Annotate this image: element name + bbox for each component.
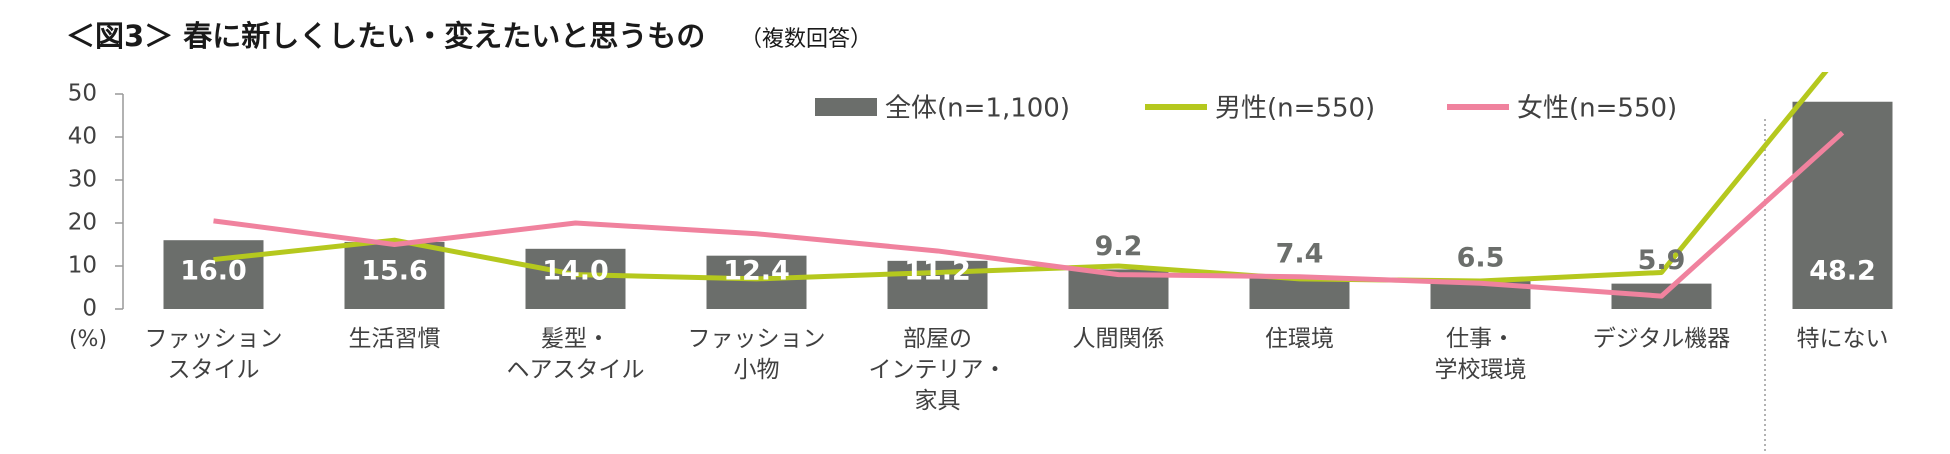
bar — [1792, 101, 1893, 310]
value-label: 14.0 — [542, 256, 609, 287]
y-tick-label: 40 — [68, 124, 97, 150]
x-tick-label: 生活習慣 — [348, 326, 441, 352]
value-label: 12.4 — [723, 256, 790, 287]
y-tick-label: 0 — [82, 296, 97, 322]
bar — [344, 241, 445, 309]
legend-label: 全体(n=1,100) — [885, 94, 1070, 124]
value-label: 7.4 — [1276, 239, 1324, 270]
bar — [525, 248, 626, 309]
value-label: 6.5 — [1457, 243, 1505, 274]
legend-swatch — [815, 98, 877, 116]
line — [213, 72, 1829, 284]
x-tick-label: デジタル機器 — [1592, 326, 1731, 352]
x-tick-label: ファッション スタイル — [144, 326, 283, 383]
y-tick-label: 10 — [68, 253, 97, 279]
x-tick-label: 人間関係 — [1072, 326, 1165, 352]
chart-subtitle: （複数回答） — [740, 27, 872, 52]
line-group — [213, 130, 1845, 299]
bar — [1249, 277, 1350, 309]
legend-label: 男性(n=550) — [1215, 94, 1375, 124]
y-tick-label: 50 — [68, 81, 97, 107]
line-group — [213, 72, 1829, 284]
x-tick-label: 仕事・ 学校環境 — [1434, 326, 1527, 383]
x-tick-label: 髪型・ ヘアスタイル — [506, 326, 645, 383]
x-tick-label: 住環境 — [1265, 326, 1334, 352]
value-label: 9.2 — [1095, 231, 1143, 262]
legend-label: 女性(n=550) — [1517, 94, 1677, 124]
value-label: 11.2 — [904, 256, 971, 287]
bar — [706, 255, 807, 309]
x-tick-label: 特にない — [1796, 326, 1889, 352]
y-unit-label: (%) — [69, 327, 107, 352]
chart-title: ＜図3＞ 春に新しくしたい・変えたいと思うもの — [66, 19, 705, 53]
y-tick-label: 20 — [68, 210, 97, 236]
value-label: 16.0 — [180, 256, 247, 287]
value-label: 15.6 — [361, 256, 428, 287]
x-tick-label: ファッション 小物 — [687, 326, 826, 383]
bar — [163, 240, 264, 309]
value-label: 48.2 — [1809, 256, 1876, 287]
line — [213, 130, 1845, 299]
y-tick-label: 30 — [68, 167, 97, 193]
value-label: 5.9 — [1638, 245, 1686, 276]
x-tick-label: 部屋の インテリア・ 家具 — [868, 326, 1007, 414]
